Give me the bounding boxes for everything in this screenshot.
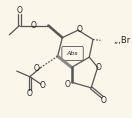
Text: Abs: Abs (67, 51, 78, 56)
Text: O: O (30, 21, 36, 30)
Text: O: O (96, 63, 102, 72)
Text: O: O (100, 96, 106, 105)
Text: O: O (34, 64, 40, 73)
Text: O: O (40, 81, 46, 90)
Text: O: O (17, 6, 22, 15)
FancyBboxPatch shape (62, 46, 83, 60)
Text: O: O (65, 80, 71, 89)
Text: O: O (76, 25, 82, 34)
Text: ,,,Br: ,,,Br (114, 36, 131, 45)
Text: O: O (27, 89, 33, 98)
